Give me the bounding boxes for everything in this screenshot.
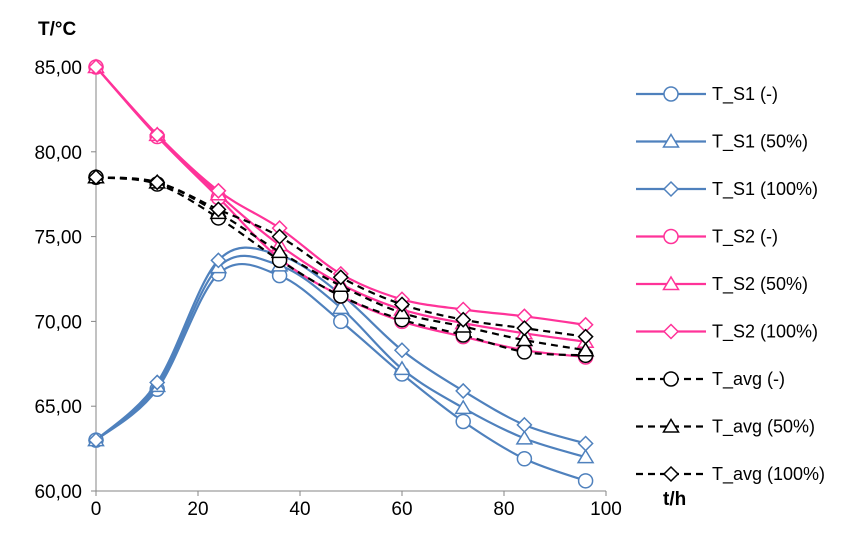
legend-item: T_S2 (50%) bbox=[636, 274, 808, 295]
data-point bbox=[393, 360, 411, 376]
legend-marker bbox=[662, 323, 680, 340]
legend-item: T_S1 (100%) bbox=[636, 179, 818, 200]
data-point bbox=[454, 399, 473, 415]
y-tick-label: 85,00 bbox=[34, 58, 82, 79]
data-point bbox=[515, 429, 534, 445]
data-point bbox=[270, 243, 289, 259]
legend-label: T_avg (50%) bbox=[712, 417, 815, 438]
data-point bbox=[516, 451, 533, 467]
legend-label: T_S2 (50%) bbox=[712, 274, 808, 295]
y-tick-label: 80,00 bbox=[34, 143, 82, 164]
data-point bbox=[210, 182, 227, 199]
series-layer bbox=[87, 58, 595, 489]
legend-item: T_avg (100%) bbox=[636, 464, 825, 485]
y-tick-label: 60,00 bbox=[34, 482, 82, 503]
data-point bbox=[331, 299, 350, 315]
data-point bbox=[332, 269, 349, 286]
legend-item: T_avg (-) bbox=[636, 369, 785, 390]
legend-label: T_S1 (100%) bbox=[712, 179, 818, 200]
data-point bbox=[576, 448, 595, 464]
legend-marker bbox=[662, 465, 680, 483]
data-point bbox=[577, 328, 594, 345]
data-point bbox=[455, 311, 472, 328]
legend: T_S1 (-) T_S1 (50%) T_S1 (100%) T_S2 (-) T_S… bbox=[636, 84, 825, 485]
data-point bbox=[516, 320, 533, 337]
data-point bbox=[87, 432, 105, 449]
x-tick-label: 100 bbox=[590, 499, 622, 520]
data-point bbox=[87, 169, 105, 186]
data-point bbox=[271, 228, 288, 245]
legend-label: T_S2 (-) bbox=[712, 227, 778, 248]
y-tick-label: 75,00 bbox=[34, 228, 82, 249]
y-tick-label: 70,00 bbox=[34, 312, 82, 333]
data-point bbox=[516, 416, 533, 433]
y-tick-label: 65,00 bbox=[34, 397, 82, 418]
series-line bbox=[95, 66, 586, 326]
data-point bbox=[393, 296, 411, 313]
series-6 bbox=[87, 58, 594, 333]
data-point bbox=[516, 344, 533, 360]
x-axis-title: t/h bbox=[663, 489, 686, 510]
series-line bbox=[95, 263, 586, 482]
x-tick-label: 0 bbox=[91, 499, 102, 520]
data-point bbox=[149, 174, 166, 191]
legend-item: T_S1 (50%) bbox=[636, 132, 808, 153]
legend-marker bbox=[663, 86, 679, 102]
legend-label: T_S1 (50%) bbox=[712, 132, 808, 153]
data-point bbox=[577, 435, 594, 452]
data-point bbox=[393, 342, 411, 359]
legend-marker bbox=[662, 418, 680, 433]
data-point bbox=[87, 58, 105, 76]
data-point bbox=[577, 473, 594, 489]
legend-label: T_S2 (100%) bbox=[712, 322, 818, 343]
series-line bbox=[95, 66, 586, 359]
legend-marker bbox=[662, 180, 680, 198]
data-point bbox=[576, 341, 595, 357]
legend-marker bbox=[663, 371, 679, 387]
data-point bbox=[149, 374, 166, 391]
legend-marker bbox=[662, 133, 680, 148]
data-point bbox=[210, 252, 227, 269]
x-tick-label: 40 bbox=[289, 499, 310, 520]
legend-item: T_avg (50%) bbox=[636, 417, 815, 438]
legend-label: T_avg (-) bbox=[712, 369, 785, 390]
data-point bbox=[210, 201, 227, 218]
series-9 bbox=[87, 169, 594, 345]
legend-item: T_S1 (-) bbox=[636, 84, 778, 105]
legend-label: T_avg (100%) bbox=[712, 464, 825, 485]
data-point bbox=[333, 313, 349, 330]
legend-marker bbox=[662, 275, 680, 291]
data-point bbox=[455, 413, 471, 430]
legend-item: T_S2 (-) bbox=[636, 227, 778, 248]
data-point bbox=[515, 331, 534, 347]
legend-marker bbox=[663, 228, 679, 245]
legend-item: T_S2 (100%) bbox=[636, 322, 818, 343]
x-tick-label: 60 bbox=[391, 499, 412, 520]
legend-label: T_S1 (-) bbox=[712, 84, 778, 105]
axes: 60,00 65,00 70,00 75,00 80,00 85,00 0 20 40 60 80 1… bbox=[34, 58, 621, 520]
series-line bbox=[95, 254, 586, 459]
x-tick-label: 20 bbox=[187, 499, 208, 520]
x-tick-label: 80 bbox=[493, 499, 514, 520]
data-point bbox=[149, 126, 166, 143]
data-point bbox=[455, 382, 472, 399]
y-axis-title: T/°C bbox=[38, 19, 76, 40]
